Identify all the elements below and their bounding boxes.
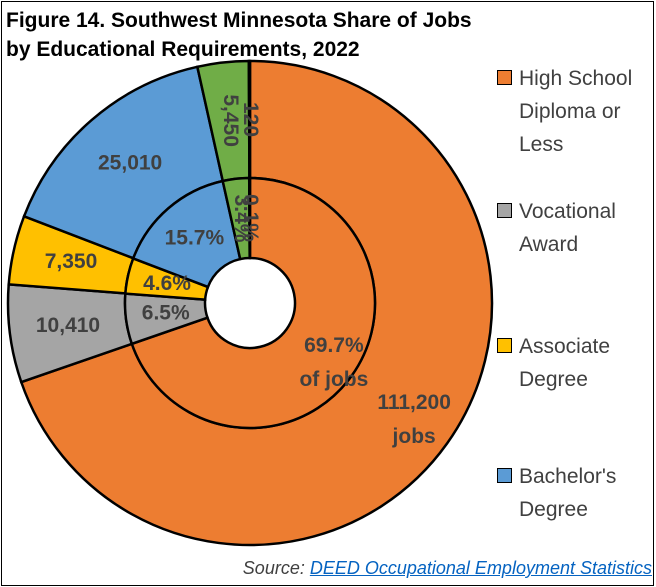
data-label: 25,010 — [98, 152, 162, 175]
legend-entry: Bachelor's Degree — [497, 460, 647, 526]
legend-swatch — [497, 70, 512, 85]
data-label: 4.6% — [143, 272, 191, 295]
data-label: 7,350 — [45, 250, 98, 273]
data-label: 15.7% — [165, 226, 225, 249]
data-label: 6.5% — [142, 301, 190, 324]
legend-label: Vocational Award — [519, 200, 616, 256]
data-label-line: of jobs — [299, 367, 368, 390]
data-label-line: 111,200 — [377, 390, 451, 413]
legend-swatch — [497, 203, 512, 218]
data-label-line: jobs — [392, 424, 436, 447]
data-label: 69.7% of jobs — [299, 333, 368, 390]
slice — [131, 179, 242, 289]
data-label: 0.1% — [239, 194, 262, 242]
source-link[interactable]: DEED Occupational Employment Statistics — [309, 558, 652, 578]
data-label-line: 69.7% — [304, 333, 364, 356]
data-label: 3.4% — [230, 195, 253, 243]
legend-entry: High School Diploma or Less — [497, 62, 647, 161]
source-label: Source: — [242, 558, 305, 578]
slice — [247, 176, 252, 260]
legend-label: High School Diploma or Less — [519, 67, 633, 156]
chart-title: Figure 14. Southwest Minnesota Share of … — [6, 9, 472, 61]
legend-swatch — [497, 468, 512, 483]
data-label: 111,200 jobs — [377, 390, 451, 447]
slice — [130, 176, 377, 430]
source: Source: DEED Occupational Employment Sta… — [243, 558, 652, 579]
data-label: 5,450 — [219, 94, 242, 147]
legend-swatch — [497, 338, 512, 353]
legend-label: Bachelor's Degree — [519, 465, 617, 521]
legend-entry: Associate Degree — [497, 330, 647, 396]
legend-label: Associate Degree — [519, 335, 611, 391]
data-label: 120 — [239, 102, 262, 137]
data-label: 10,410 — [36, 314, 100, 337]
legend-entry: Vocational Award — [497, 195, 647, 261]
